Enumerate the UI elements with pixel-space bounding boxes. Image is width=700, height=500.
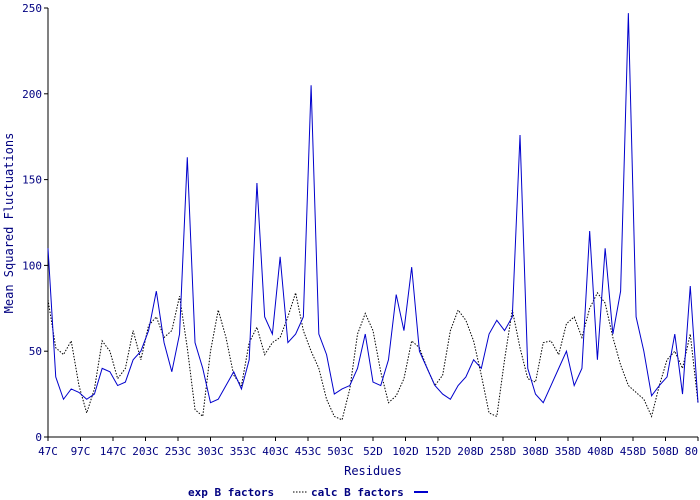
y-tick-label: 50: [29, 345, 42, 358]
x-tick-label: 353C: [230, 445, 257, 458]
x-tick-label: 97C: [71, 445, 91, 458]
y-ticks: 0 50 100 150 200 250: [22, 2, 48, 444]
x-tick-label: 458D: [620, 445, 647, 458]
x-tick-label: 80: [685, 445, 698, 458]
x-tick-label: 203C: [132, 445, 159, 458]
y-tick-label: 250: [22, 2, 42, 15]
series-line-calc-b-factors: [47, 13, 699, 404]
x-axis-title: Residues: [344, 464, 402, 478]
series-line-exp-b-factors: [47, 290, 699, 421]
x-tick-label: 47C: [38, 445, 58, 458]
x-tick-label: 147C: [100, 445, 127, 458]
legend-label-calc-b-factors: calc B factors: [311, 486, 404, 499]
x-tick-label: 308D: [522, 445, 549, 458]
y-axis-title: Mean Squared Fluctuations: [2, 133, 16, 314]
x-tick-label: 403C: [262, 445, 289, 458]
x-tick-label: 503C: [327, 445, 354, 458]
x-tick-label: 303C: [197, 445, 224, 458]
x-tick-label: 408D: [587, 445, 614, 458]
legend-label-exp-b-factors: exp B factors: [188, 486, 274, 499]
x-tick-label: 253C: [165, 445, 192, 458]
legend: exp B factors calc B factors: [188, 486, 428, 499]
x-tick-label: 358D: [555, 445, 582, 458]
x-tick-label: 453C: [295, 445, 322, 458]
x-tick-label: 52D: [363, 445, 383, 458]
y-tick-label: 0: [35, 431, 42, 444]
plot-area: 0 50 100 150 200 250 47C 97C 147C 203C 253C 303C 35…: [22, 2, 699, 458]
x-tick-label: 152D: [425, 445, 452, 458]
y-tick-label: 150: [22, 174, 42, 187]
y-tick-label: 200: [22, 88, 42, 101]
x-tick-label: 258D: [490, 445, 517, 458]
x-tick-label: 102D: [392, 445, 419, 458]
x-ticks: 47C 97C 147C 203C 253C 303C 353C 403C 453C 503C 52…: [38, 437, 699, 458]
x-tick-label: 208D: [457, 445, 484, 458]
x-tick-label: 508D: [652, 445, 679, 458]
y-tick-label: 100: [22, 259, 42, 272]
